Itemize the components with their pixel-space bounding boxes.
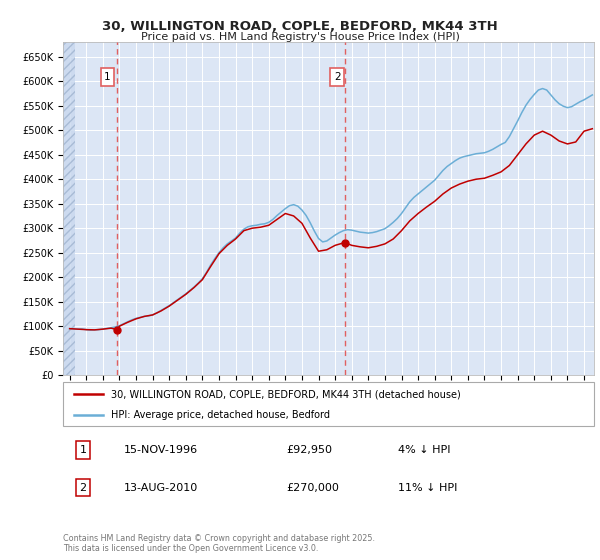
Text: 30, WILLINGTON ROAD, COPLE, BEDFORD, MK44 3TH: 30, WILLINGTON ROAD, COPLE, BEDFORD, MK4… — [102, 20, 498, 32]
Text: 1: 1 — [104, 72, 111, 82]
Text: 13-AUG-2010: 13-AUG-2010 — [124, 483, 199, 493]
Text: 30, WILLINGTON ROAD, COPLE, BEDFORD, MK44 3TH (detached house): 30, WILLINGTON ROAD, COPLE, BEDFORD, MK4… — [111, 389, 461, 399]
Bar — [63, 42, 74, 375]
Text: 11% ↓ HPI: 11% ↓ HPI — [398, 483, 457, 493]
Text: 2: 2 — [80, 483, 87, 493]
Text: HPI: Average price, detached house, Bedford: HPI: Average price, detached house, Bedf… — [111, 410, 330, 420]
Text: 4% ↓ HPI: 4% ↓ HPI — [398, 445, 450, 455]
Text: 2: 2 — [334, 72, 340, 82]
Text: 15-NOV-1996: 15-NOV-1996 — [124, 445, 198, 455]
Text: 1: 1 — [80, 445, 86, 455]
Text: £92,950: £92,950 — [286, 445, 332, 455]
FancyBboxPatch shape — [63, 382, 594, 426]
Text: £270,000: £270,000 — [286, 483, 339, 493]
Text: Contains HM Land Registry data © Crown copyright and database right 2025.
This d: Contains HM Land Registry data © Crown c… — [63, 534, 375, 553]
Text: Price paid vs. HM Land Registry's House Price Index (HPI): Price paid vs. HM Land Registry's House … — [140, 32, 460, 43]
